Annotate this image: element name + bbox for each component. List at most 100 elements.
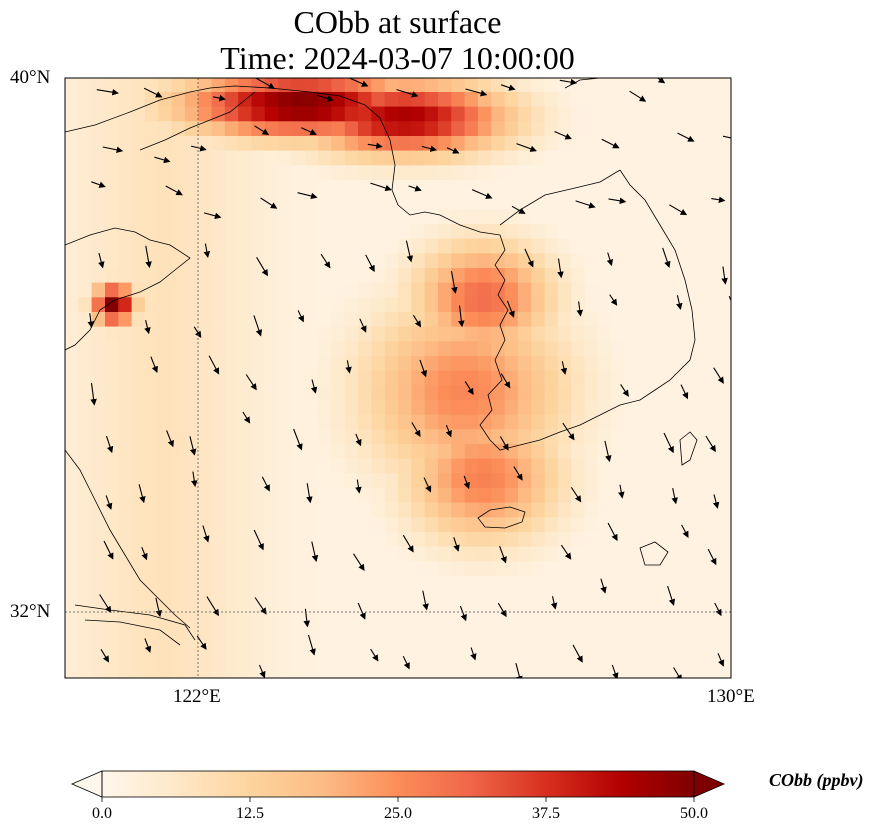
field-cell xyxy=(331,150,346,166)
field-cell xyxy=(557,428,572,444)
wind-arrow xyxy=(559,78,578,86)
field-cell xyxy=(704,487,719,503)
field-cell xyxy=(637,472,652,488)
field-cell xyxy=(531,560,546,576)
field-cell xyxy=(144,414,159,430)
field-cell xyxy=(251,223,266,239)
field-cell xyxy=(224,414,239,430)
field-cell xyxy=(238,502,253,518)
wind-arrow xyxy=(419,359,427,378)
field-cell xyxy=(664,106,679,122)
field-cell xyxy=(331,62,345,77)
field-cell xyxy=(304,326,319,342)
field-cell xyxy=(464,208,479,224)
field-cell xyxy=(637,648,652,664)
field-cell xyxy=(198,516,213,532)
coastlines xyxy=(65,78,698,646)
field-cell xyxy=(278,296,292,312)
field-cell xyxy=(211,194,226,210)
field-cell xyxy=(731,91,745,106)
field-cell xyxy=(597,311,612,327)
field-cell xyxy=(304,604,319,620)
field-cell xyxy=(91,575,106,591)
field-cell xyxy=(251,91,266,107)
field-cell xyxy=(371,502,386,518)
field-cell xyxy=(611,179,625,195)
field-cell xyxy=(611,282,625,298)
field-cell xyxy=(238,120,253,136)
field-cell xyxy=(651,311,665,327)
field-cell xyxy=(597,663,612,678)
field-cell xyxy=(531,516,546,532)
field-cell xyxy=(651,282,665,298)
field-cell xyxy=(184,414,199,430)
field-cell xyxy=(331,311,346,327)
field-cell xyxy=(411,502,426,518)
wind-arrow xyxy=(606,252,614,267)
field-cell xyxy=(584,370,599,386)
field-cell xyxy=(597,414,612,430)
field-cell xyxy=(238,252,253,268)
field-cell xyxy=(371,179,386,195)
field-cell xyxy=(398,223,412,239)
field-cell xyxy=(717,150,731,166)
field-cell xyxy=(664,282,679,298)
colorbar xyxy=(70,770,726,802)
field-cell xyxy=(477,487,492,503)
field-cell xyxy=(344,472,359,488)
field-cell xyxy=(158,78,173,92)
field-cell xyxy=(198,370,213,386)
field-cell xyxy=(371,531,386,547)
field-cell xyxy=(477,120,492,136)
field-cell xyxy=(171,428,186,444)
field-cell xyxy=(384,487,399,503)
field-cell xyxy=(371,78,386,92)
wind-arrow xyxy=(411,422,421,438)
field-cell xyxy=(278,267,292,283)
field-cell xyxy=(398,311,412,327)
field-cell xyxy=(131,516,146,532)
field-cell xyxy=(331,370,346,386)
field-cell xyxy=(571,590,586,606)
field-cell xyxy=(624,326,639,342)
wind-arrow xyxy=(408,185,422,192)
wind-arrow xyxy=(618,484,625,499)
field-cell xyxy=(477,604,492,620)
field-cell xyxy=(78,516,93,532)
field-cell xyxy=(424,150,439,166)
field-cell xyxy=(358,384,372,400)
field-cell xyxy=(384,120,399,136)
field-cell xyxy=(731,267,745,282)
field-cell xyxy=(384,223,399,239)
field-cell xyxy=(78,120,93,136)
field-cell xyxy=(557,326,572,342)
field-cell xyxy=(158,487,173,503)
field-cell xyxy=(278,340,292,356)
field-cell xyxy=(557,296,572,312)
field-cell xyxy=(464,326,479,342)
field-cell xyxy=(184,267,199,283)
field-cell xyxy=(544,164,559,180)
field-cell xyxy=(517,282,532,298)
field-cell xyxy=(651,663,665,678)
field-cell xyxy=(118,619,133,635)
field-cell xyxy=(451,443,466,459)
field-cell xyxy=(384,91,399,107)
wind-arrow xyxy=(301,127,317,136)
field-cell xyxy=(531,267,546,283)
field-cell xyxy=(171,590,186,606)
field-cell xyxy=(224,575,239,591)
wind-arrow xyxy=(497,602,507,618)
wind-arrow xyxy=(154,156,171,164)
field-cell xyxy=(78,443,93,459)
field-cell xyxy=(318,150,332,166)
field-cell xyxy=(491,399,506,415)
field-cell xyxy=(144,472,159,488)
field-cell xyxy=(651,619,665,635)
field-cell xyxy=(198,164,213,180)
field-cell xyxy=(291,311,306,327)
field-cell xyxy=(105,487,119,503)
field-cell xyxy=(504,311,519,327)
wind-arrow xyxy=(663,432,674,454)
field-cell xyxy=(91,619,106,635)
